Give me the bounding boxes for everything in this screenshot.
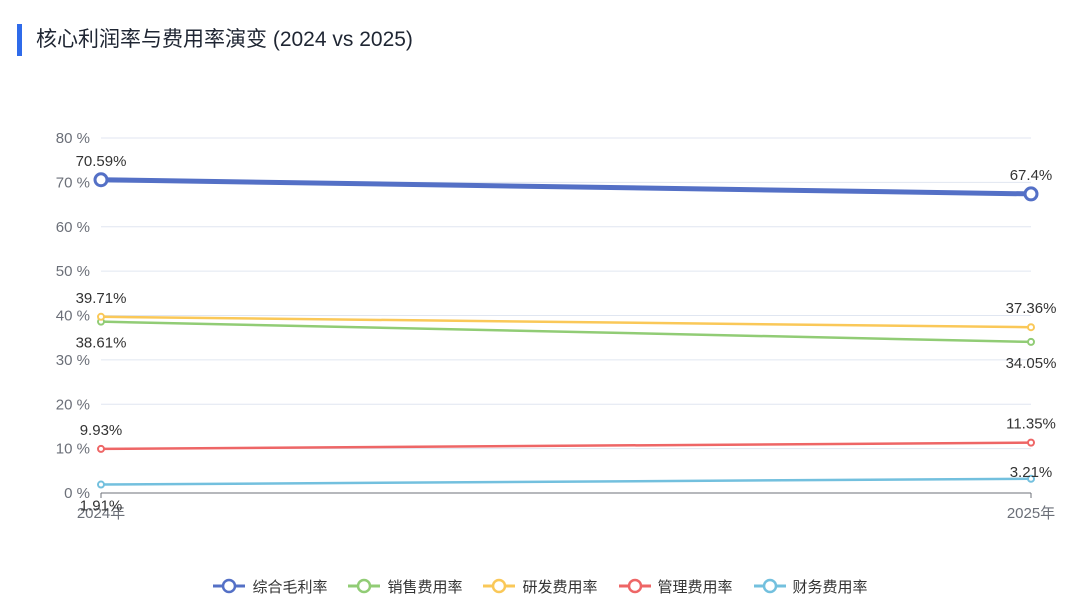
data-label: 67.4% bbox=[1010, 167, 1053, 184]
data-point[interactable] bbox=[97, 444, 105, 453]
data-point[interactable] bbox=[1027, 474, 1035, 483]
y-tick-label: 80 % bbox=[56, 130, 90, 147]
data-label: 3.21% bbox=[1010, 464, 1053, 481]
legend-label: 财务费用率 bbox=[792, 578, 868, 596]
line-chart: 0 % 10 % 20 % 30 % 40 % 50 % 60 % 70 % 80 % 2024年… bbox=[56, 130, 1057, 522]
legend-line-circle-icon bbox=[618, 578, 651, 594]
series-line bbox=[100, 315, 1032, 329]
chart-legend: 综合毛利率 销售费用率 研发费用率 管理费用率 财务费用率 bbox=[0, 574, 1080, 598]
series-line bbox=[100, 441, 1032, 451]
legend-label: 销售费用率 bbox=[387, 578, 463, 596]
y-tick-label: 70 % bbox=[56, 174, 90, 191]
data-label: 39.71% bbox=[76, 290, 127, 307]
data-point[interactable] bbox=[1027, 438, 1035, 447]
legend-line-circle-icon bbox=[483, 578, 516, 594]
data-label: 1.91% bbox=[80, 498, 123, 515]
chart-title: 核心利润率与费用率演变 (2024 vs 2025) bbox=[36, 28, 413, 51]
series-line bbox=[100, 477, 1032, 486]
x-tick-label: 2025年 bbox=[1007, 505, 1055, 522]
y-tick-label: 20 % bbox=[56, 396, 90, 413]
y-tick-label: 0 % bbox=[64, 485, 90, 502]
legend-item[interactable]: 综合毛利率 bbox=[212, 576, 327, 597]
x-tick-label: 2024年 bbox=[77, 505, 125, 522]
series-line bbox=[100, 177, 1032, 197]
legend-item[interactable]: 管理费用率 bbox=[618, 576, 733, 597]
legend-item[interactable]: 财务费用率 bbox=[753, 576, 868, 597]
data-point[interactable] bbox=[97, 312, 105, 321]
data-label: 11.35% bbox=[1006, 416, 1056, 433]
legend-line-circle-icon bbox=[753, 578, 786, 594]
data-label: 37.36% bbox=[1006, 300, 1057, 317]
y-tick-label: 40 % bbox=[56, 308, 90, 325]
legend-line-circle-icon bbox=[213, 578, 246, 594]
y-tick-label: 30 % bbox=[56, 352, 90, 369]
y-tick-label: 10 % bbox=[56, 441, 90, 458]
data-point[interactable] bbox=[1027, 337, 1035, 346]
legend-item[interactable]: 销售费用率 bbox=[347, 576, 462, 597]
data-label: 70.59% bbox=[76, 153, 127, 170]
legend-label: 综合毛利率 bbox=[252, 578, 328, 596]
legend-label: 管理费用率 bbox=[657, 578, 733, 596]
title-accent-bar bbox=[17, 24, 22, 56]
y-tick-label: 50 % bbox=[56, 263, 90, 280]
legend-line-circle-icon bbox=[348, 578, 381, 594]
data-point[interactable] bbox=[1023, 186, 1039, 202]
legend-item[interactable]: 研发费用率 bbox=[482, 576, 598, 597]
data-point[interactable] bbox=[97, 480, 105, 489]
data-label: 34.05% bbox=[1006, 355, 1057, 372]
data-label: 38.61% bbox=[76, 335, 127, 352]
data-point[interactable] bbox=[93, 172, 109, 188]
data-point[interactable] bbox=[1027, 323, 1035, 332]
legend-label: 研发费用率 bbox=[522, 578, 598, 596]
data-label: 9.93% bbox=[80, 422, 123, 439]
series-line bbox=[100, 320, 1032, 344]
y-tick-label: 60 % bbox=[56, 219, 90, 236]
